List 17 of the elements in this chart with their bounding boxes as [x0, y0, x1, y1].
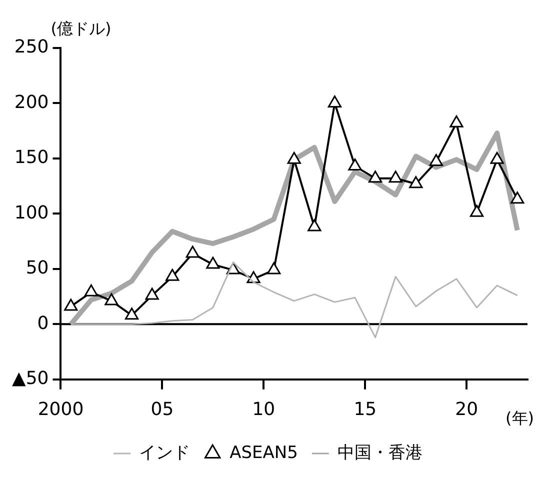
y-tick-label: 250 — [14, 36, 49, 58]
x-tick-label: 10 — [252, 398, 276, 420]
legend-label: 中国・香港 — [337, 442, 422, 463]
y-tick-label: ▲50 — [12, 368, 49, 390]
x-tick-label: 05 — [150, 398, 174, 420]
y-tick-label: 150 — [14, 147, 49, 168]
legend-label: ASEAN5 — [230, 442, 298, 463]
x-tick-label: 15 — [354, 398, 377, 420]
x-axis-title: (年) — [506, 408, 534, 428]
y-tick-label: 0 — [37, 312, 49, 334]
y-tick-label: 200 — [14, 92, 49, 113]
x-tick-label: 20 — [455, 398, 478, 420]
y-axis-title: (億ドル) — [50, 19, 112, 38]
legend-label: インド — [139, 442, 190, 463]
y-tick-label: 50 — [26, 258, 49, 279]
x-tick-label: 2000 — [38, 398, 84, 420]
y-tick-label: 100 — [14, 202, 49, 224]
